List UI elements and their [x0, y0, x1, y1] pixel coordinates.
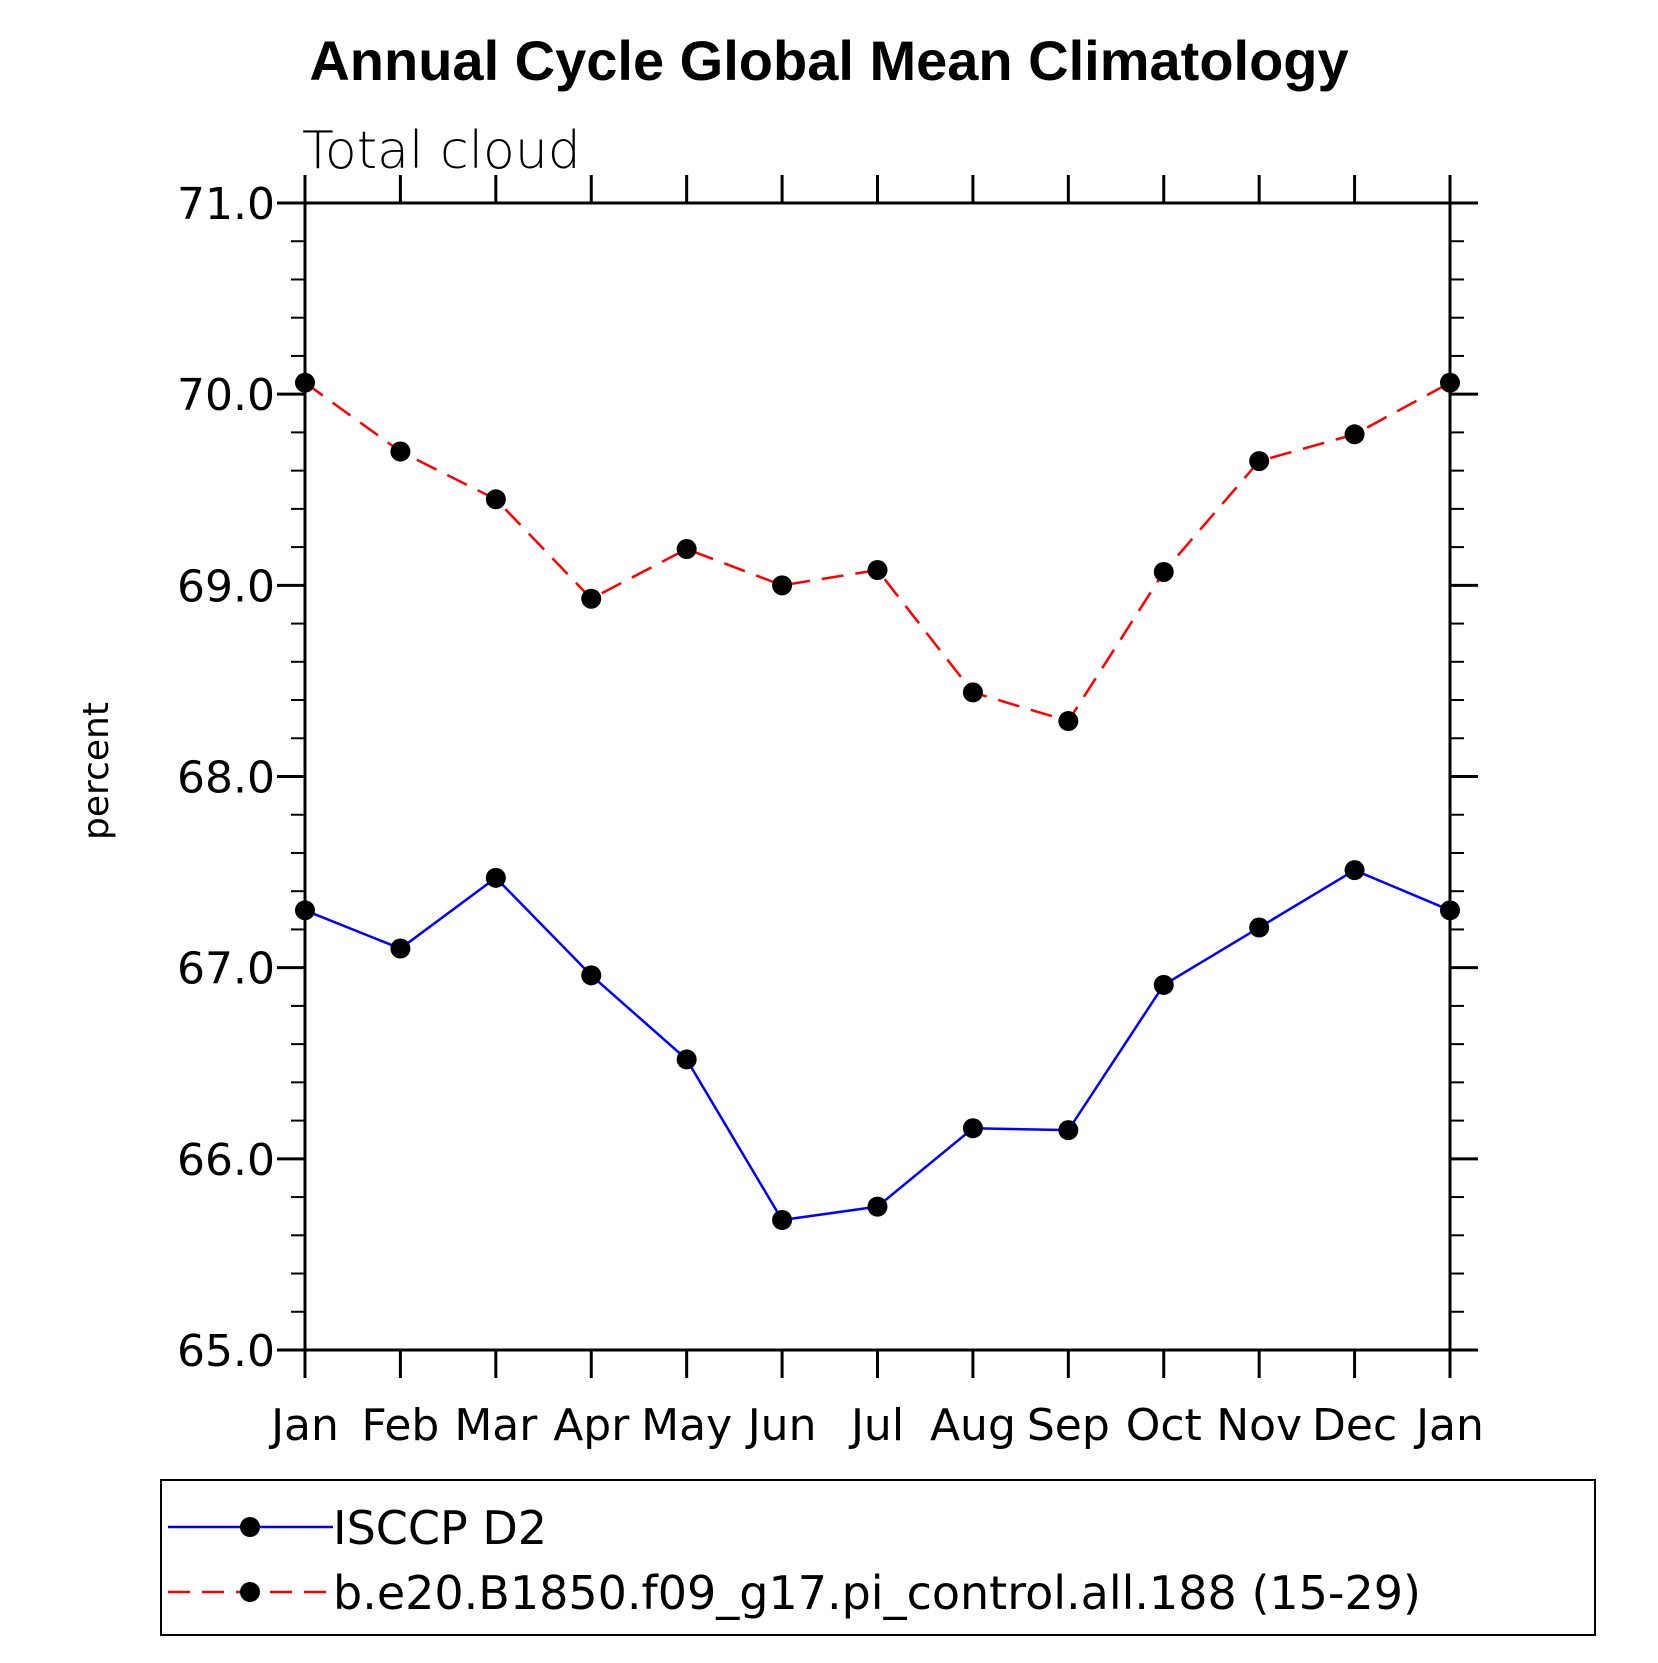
series-line-1 — [304, 868, 1451, 1222]
x-tick-label: Mar — [454, 1400, 538, 1451]
series-2-point — [485, 489, 506, 510]
y-tick-label: 68.0 — [177, 753, 275, 804]
y-axis-label: percent — [76, 702, 117, 840]
series-2-point — [676, 539, 697, 560]
series-1-point — [676, 1049, 697, 1070]
y-tick-label: 71.0 — [177, 179, 275, 230]
series-1-point — [581, 965, 602, 986]
series-2-point — [581, 588, 602, 609]
series-2-point — [1344, 424, 1365, 445]
x-tick-label: Jun — [745, 1400, 817, 1451]
x-tick-label: Feb — [361, 1400, 439, 1451]
series-1-point — [1440, 900, 1460, 921]
legend-marker-1 — [240, 1517, 260, 1537]
x-tick-label: Jul — [848, 1400, 904, 1451]
series-1-point — [390, 938, 411, 959]
x-tick-label: Nov — [1216, 1400, 1302, 1451]
series-1-point — [295, 900, 315, 921]
series-2-point — [1440, 372, 1460, 393]
plot-frame — [303, 201, 1452, 1352]
series-1-point — [1058, 1120, 1079, 1141]
series-1-point — [1344, 860, 1365, 881]
x-tick-label: Jan — [268, 1400, 339, 1451]
x-tick-label: May — [641, 1400, 732, 1451]
chart-subtitle: Total cloud — [302, 121, 581, 181]
x-tick-label: Jan — [1413, 1400, 1484, 1451]
series-1-point — [485, 867, 506, 888]
series-1-point — [772, 1210, 793, 1231]
y-tick-label: 65.0 — [177, 1326, 275, 1377]
series-2-point — [1153, 561, 1174, 582]
series-1-point — [1249, 917, 1270, 938]
series-2-point — [962, 682, 983, 703]
y-tick-label: 66.0 — [177, 1135, 275, 1186]
x-tick-label: Oct — [1126, 1400, 1202, 1451]
y-tick-label: 70.0 — [177, 370, 275, 421]
x-tick-label: Apr — [553, 1400, 630, 1451]
series-2-point — [1058, 711, 1079, 732]
legend-box — [160, 1479, 1596, 1636]
x-tick-label: Aug — [930, 1400, 1016, 1451]
x-tick-label: Sep — [1027, 1400, 1110, 1451]
legend: ISCCP D2 b.e20.B1850.f09_g17.pi_control.a… — [160, 1479, 1596, 1636]
series-1-point — [1153, 974, 1174, 995]
series-2-point — [295, 372, 315, 393]
x-tick-label: Dec — [1312, 1400, 1397, 1451]
legend-label-2: b.e20.B1850.f09_g17.pi_control.all.188 (… — [333, 1566, 1421, 1620]
legend-marker-2 — [240, 1582, 260, 1602]
series-line-2 — [304, 381, 1451, 723]
legend-label-1: ISCCP D2 — [333, 1501, 547, 1555]
series-2-point — [867, 560, 888, 581]
chart-title: Annual Cycle Global Mean Climatology — [309, 29, 1348, 92]
series-2-point — [772, 575, 793, 596]
axes: Jan Feb Mar Apr May Jun Jul Aug Sep Oct Nov Dec Jan 6… — [177, 175, 1484, 1451]
series-1-point — [867, 1196, 888, 1217]
series-layer — [295, 372, 1460, 1231]
y-tick-label: 69.0 — [177, 561, 275, 612]
series-1-point — [962, 1118, 983, 1139]
y-tick-label: 67.0 — [177, 944, 275, 995]
series-2-point — [390, 441, 411, 462]
series-2-point — [1249, 451, 1270, 472]
